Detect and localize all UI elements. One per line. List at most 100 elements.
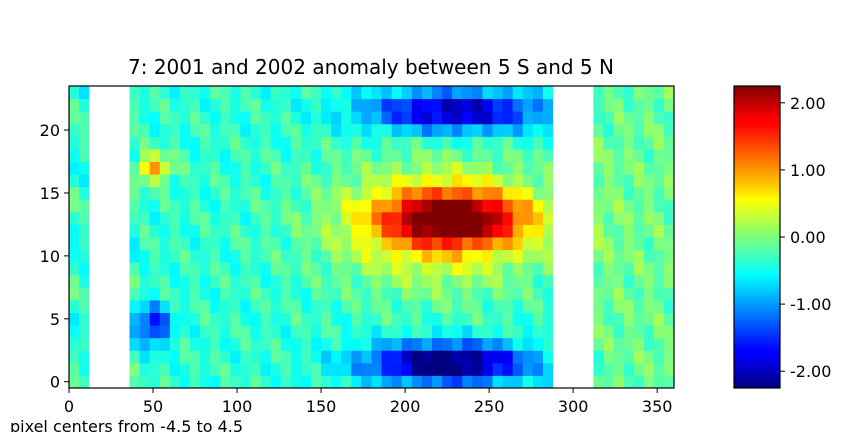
heatmap-cell xyxy=(432,186,443,200)
heatmap-cell xyxy=(442,123,453,137)
heatmap-cell xyxy=(220,174,231,188)
heatmap-cell xyxy=(432,111,443,125)
heatmap-cell xyxy=(452,161,463,175)
heatmap-cell xyxy=(462,199,473,213)
heatmap-cell xyxy=(159,136,171,150)
heatmap-cell xyxy=(280,375,292,389)
heatmap-cell xyxy=(532,375,544,389)
heatmap-cell xyxy=(321,136,332,150)
heatmap-cell xyxy=(593,111,604,125)
heatmap-cell xyxy=(331,111,342,125)
x-tick-label: 300 xyxy=(558,397,589,416)
heatmap-cell xyxy=(169,174,181,188)
heatmap-cell xyxy=(139,299,151,313)
heatmap-cell xyxy=(603,362,614,376)
heatmap-cell xyxy=(280,249,292,263)
heatmap-cell xyxy=(492,325,504,339)
heatmap-cell xyxy=(179,249,191,263)
heatmap-cell xyxy=(492,174,504,188)
heatmap-cell xyxy=(149,136,161,150)
heatmap-cell xyxy=(210,325,221,339)
heatmap-cell xyxy=(179,224,191,238)
heatmap-cell xyxy=(230,186,241,200)
heatmap-cell xyxy=(200,123,211,137)
heatmap-cell xyxy=(351,337,362,351)
heatmap-cell xyxy=(391,274,403,288)
heatmap-cell xyxy=(79,123,90,137)
heatmap-cell xyxy=(311,136,322,150)
heatmap-cell xyxy=(643,262,655,276)
heatmap-cell xyxy=(512,199,524,213)
heatmap-cell xyxy=(210,262,221,276)
heatmap-cell xyxy=(200,325,211,339)
heatmap-cell xyxy=(613,86,625,100)
heatmap-cell xyxy=(311,123,322,137)
heatmap-cell xyxy=(462,312,473,326)
heatmap-cell xyxy=(139,211,151,225)
heatmap-cell xyxy=(623,161,635,175)
heatmap-cell xyxy=(603,299,614,313)
heatmap-cell xyxy=(381,86,393,100)
heatmap-cell xyxy=(462,362,473,376)
heatmap-cell xyxy=(149,199,161,213)
heatmap-cell xyxy=(653,337,665,351)
heatmap-cell xyxy=(663,262,675,276)
heatmap-cell xyxy=(270,211,282,225)
heatmap-cell xyxy=(260,186,272,200)
heatmap-cell xyxy=(512,148,524,162)
heatmap-cell xyxy=(411,174,423,188)
heatmap-cell xyxy=(482,362,493,376)
heatmap-cell xyxy=(411,299,423,313)
heatmap-cell xyxy=(643,199,655,213)
heatmap-cell xyxy=(633,111,645,125)
heatmap-cell xyxy=(321,375,332,389)
heatmap-cell xyxy=(169,274,181,288)
heatmap-cell xyxy=(79,136,90,150)
heatmap-cell xyxy=(603,123,614,137)
heatmap-cell xyxy=(482,111,493,125)
heatmap-cell xyxy=(220,299,231,313)
heatmap-cell xyxy=(69,337,80,351)
heatmap-cell xyxy=(220,98,231,112)
heatmap-cell xyxy=(401,224,413,238)
heatmap-cell xyxy=(361,199,372,213)
heatmap-cell xyxy=(432,350,443,364)
heatmap-cell xyxy=(280,98,292,112)
heatmap-cell xyxy=(129,86,141,100)
heatmap-cell xyxy=(492,312,504,326)
heatmap-cell xyxy=(623,249,635,263)
heatmap-cell xyxy=(260,161,272,175)
heatmap-cell xyxy=(69,174,80,188)
heatmap-cell xyxy=(613,350,625,364)
heatmap-cell xyxy=(371,350,383,364)
heatmap-cell xyxy=(290,186,302,200)
heatmap-cell xyxy=(492,375,504,389)
heatmap-cell xyxy=(432,337,443,351)
heatmap-cell xyxy=(381,274,393,288)
heatmap-cell xyxy=(311,337,322,351)
heatmap-cell xyxy=(371,274,383,288)
heatmap-cell xyxy=(421,224,433,238)
heatmap-cell xyxy=(250,287,262,301)
heatmap-cell xyxy=(250,174,262,188)
heatmap-cell xyxy=(290,224,302,238)
heatmap-cell xyxy=(421,211,433,225)
heatmap-cell xyxy=(79,337,90,351)
heatmap-cell xyxy=(482,375,493,389)
heatmap-cell xyxy=(542,186,554,200)
heatmap-cell xyxy=(69,312,80,326)
heatmap-cell xyxy=(381,325,393,339)
heatmap-cell xyxy=(149,186,161,200)
heatmap-cell xyxy=(220,350,231,364)
heatmap-cell xyxy=(391,249,403,263)
heatmap-cell xyxy=(381,224,393,238)
heatmap-cell xyxy=(69,362,80,376)
heatmap-cell xyxy=(351,86,362,100)
heatmap-cell xyxy=(623,211,635,225)
heatmap-cell xyxy=(270,375,282,389)
heatmap-cell xyxy=(129,211,141,225)
heatmap-cell xyxy=(159,111,171,125)
heatmap-cell xyxy=(613,375,625,389)
heatmap-cell xyxy=(331,174,342,188)
heatmap-cell xyxy=(361,148,372,162)
